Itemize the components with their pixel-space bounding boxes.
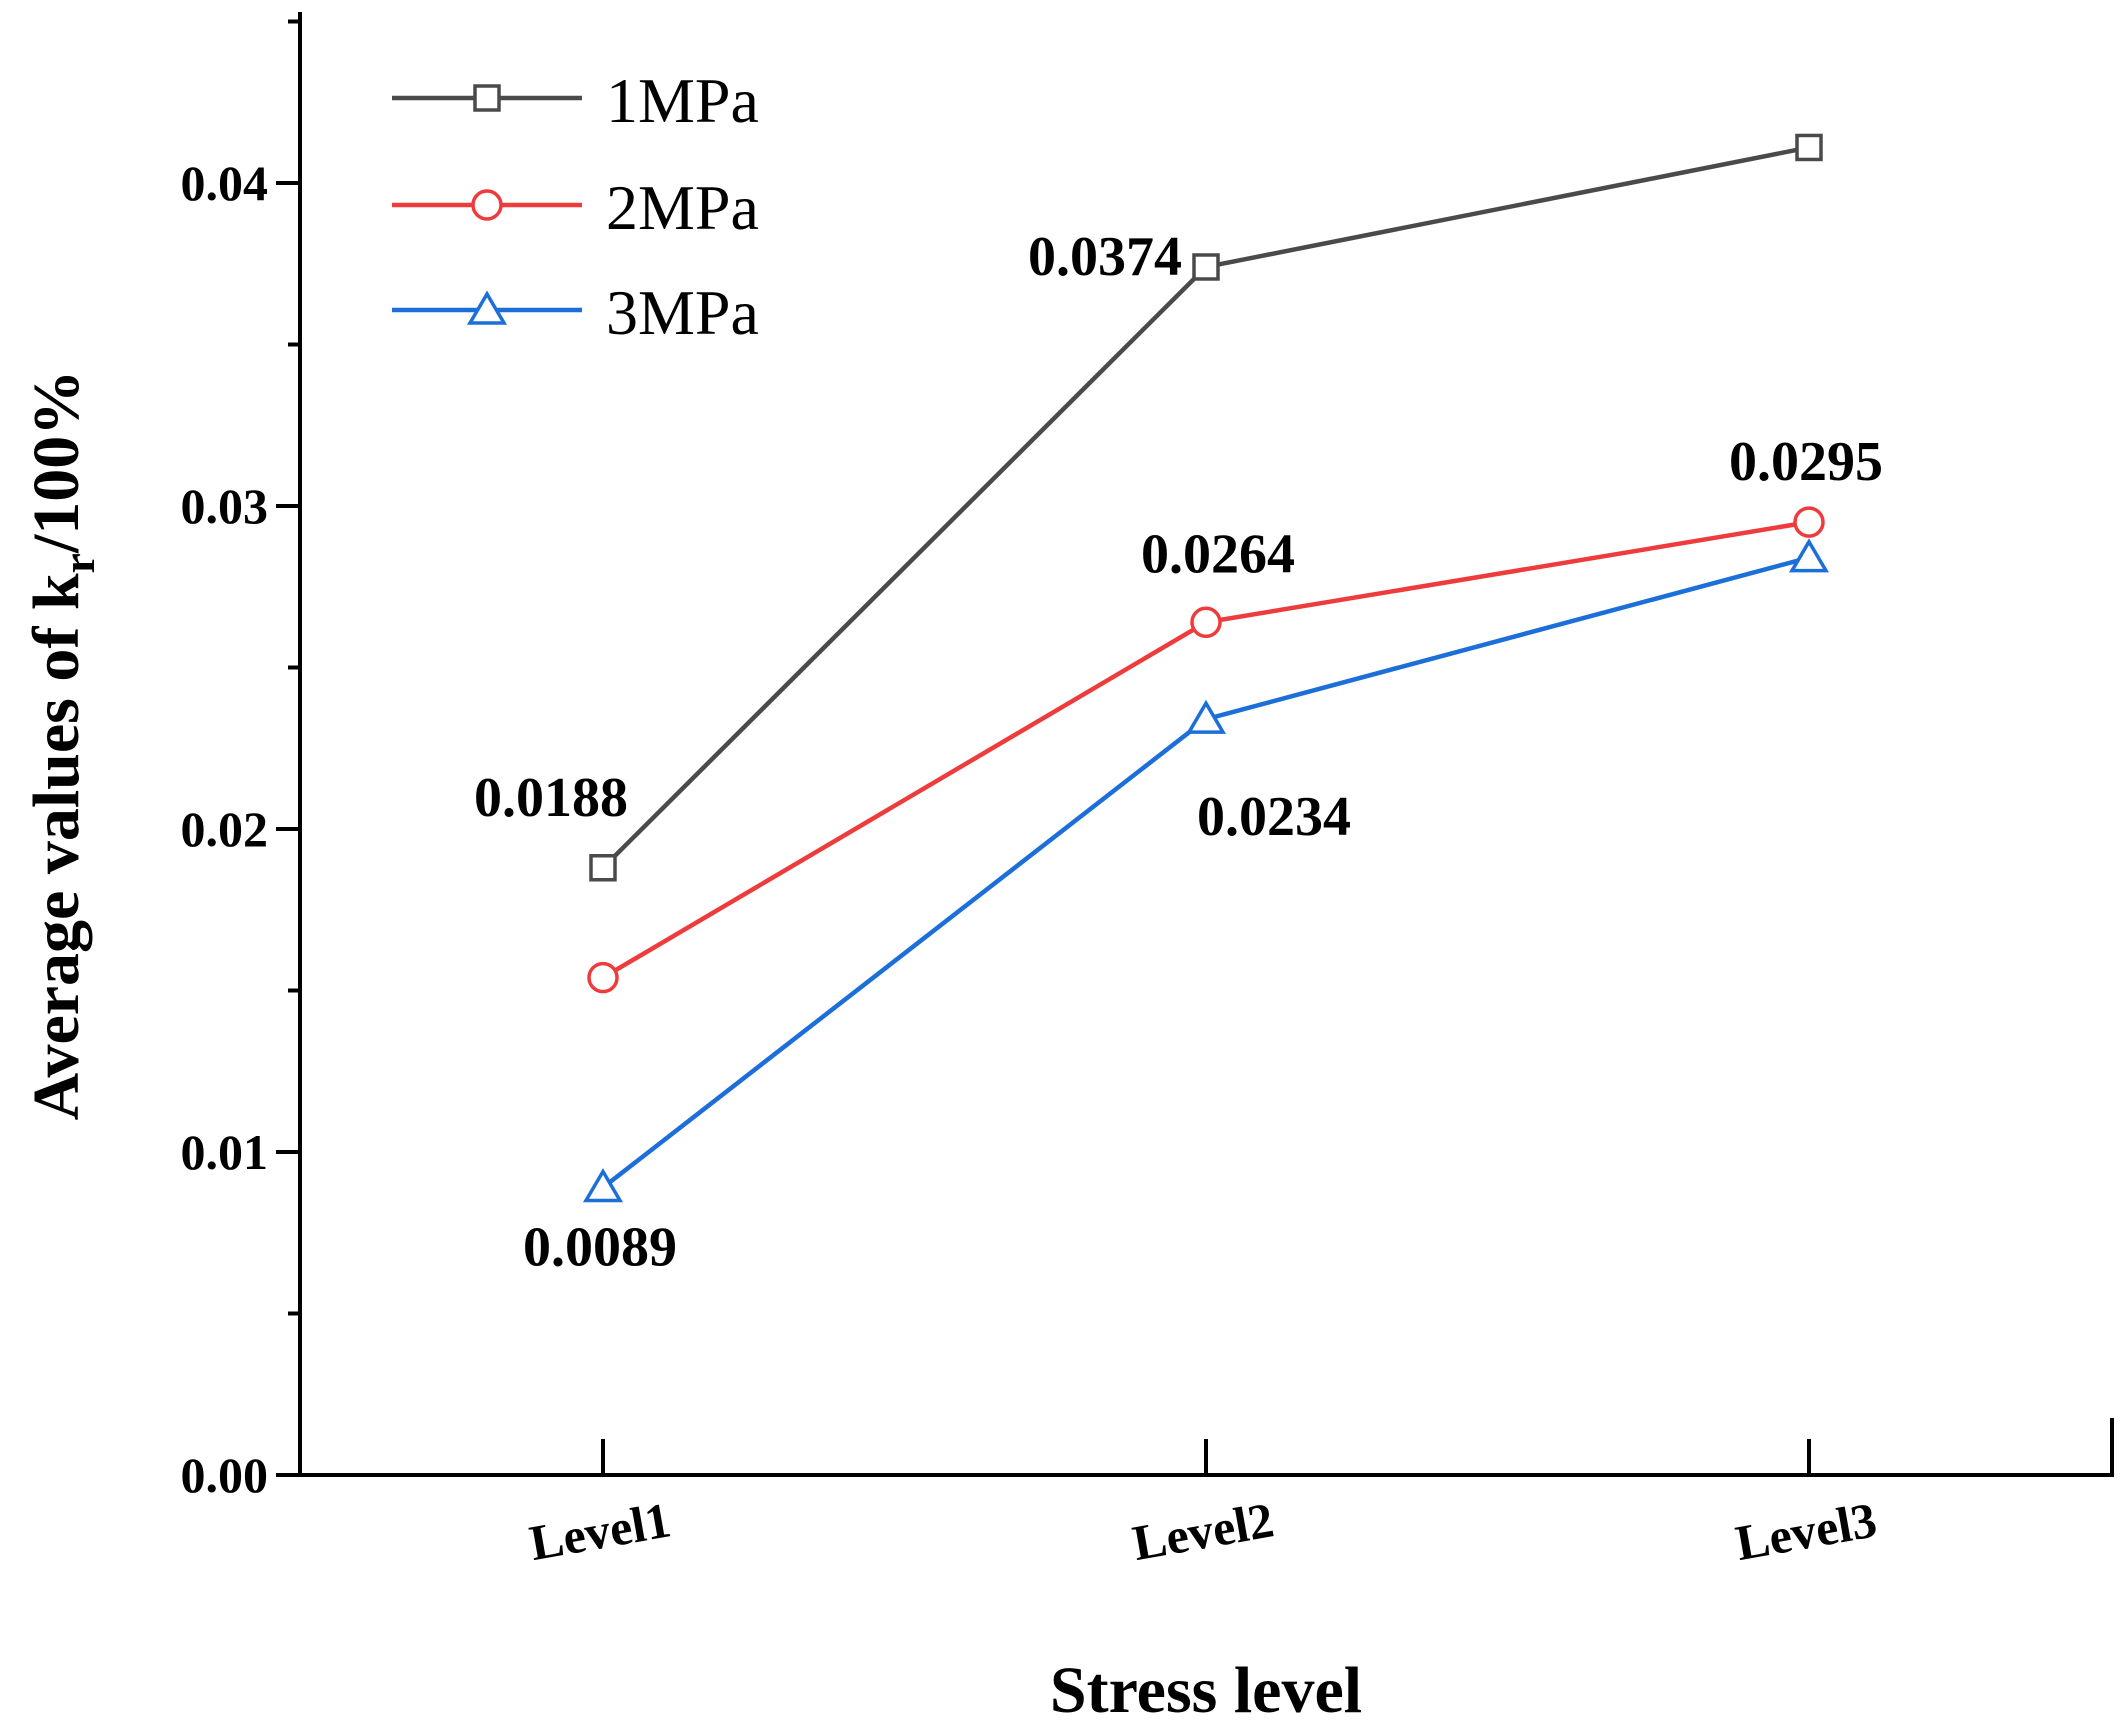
- legend: 1MPa 2MPa 3MPa: [392, 65, 759, 348]
- data-label: 0.0264: [1141, 523, 1295, 585]
- legend-label: 3MPa: [606, 277, 759, 348]
- y-axis-title-main: Average values of k: [20, 573, 93, 1120]
- series-layer: [582, 133, 1830, 1203]
- data-label: 0.0188: [474, 767, 628, 829]
- y-tick-label: 0.04: [181, 155, 269, 211]
- legend-label: 1MPa: [606, 65, 759, 136]
- y-tick-label: 0.01: [181, 1124, 269, 1180]
- y-axis-title: Average values of kr/100%: [20, 370, 104, 1121]
- series-3MPa: [582, 538, 1830, 1203]
- data-point-square: [1795, 133, 1823, 162]
- data-point-triangle: [1185, 699, 1227, 734]
- x-axis-ticks: Level1 Level2 Level3: [525, 1439, 1881, 1571]
- legend-item: 2MPa: [392, 172, 759, 243]
- y-axis-title-subscript: r: [53, 553, 104, 573]
- y-axis-ticks: 0.00 0.01 0.02 0.03 0.04: [181, 19, 300, 1503]
- y-tick-label: 0.02: [181, 801, 269, 857]
- data-point-triangle: [582, 1168, 624, 1203]
- legend-label: 2MPa: [606, 172, 759, 243]
- data-point-square: [1192, 253, 1220, 281]
- legend-item: 3MPa: [392, 277, 759, 348]
- x-tick-label: Level3: [1731, 1491, 1880, 1571]
- y-axis-title-tail: /100%: [20, 370, 93, 554]
- series-2MPa: [587, 506, 1825, 994]
- data-label: 0.0089: [523, 1217, 677, 1279]
- data-labels: 0.0188 0.0374 0.0264 0.0295 0.0089 0.0234: [474, 226, 1883, 1279]
- data-label: 0.0374: [1028, 226, 1182, 288]
- legend-marker-square: [473, 84, 501, 112]
- series-1MPa: [589, 133, 1823, 882]
- x-axis-title: Stress level: [1050, 1654, 1362, 1727]
- y-tick-label: 0.00: [181, 1447, 269, 1503]
- y-tick-label: 0.03: [181, 478, 269, 534]
- data-point-circle: [1793, 506, 1825, 538]
- legend-marker-circle: [471, 189, 503, 221]
- data-label: 0.0295: [1729, 431, 1883, 493]
- data-point-circle: [587, 961, 619, 994]
- data-label: 0.0234: [1197, 786, 1351, 848]
- legend-item: 1MPa: [392, 65, 759, 136]
- legend-marker-triangle: [466, 290, 508, 325]
- x-tick-label: Level1: [525, 1491, 674, 1571]
- data-point-circle: [1190, 606, 1222, 639]
- x-tick-label: Level2: [1128, 1491, 1277, 1571]
- data-point-triangle: [1788, 538, 1830, 573]
- data-point-square: [589, 854, 617, 882]
- series-line: [601, 519, 1810, 980]
